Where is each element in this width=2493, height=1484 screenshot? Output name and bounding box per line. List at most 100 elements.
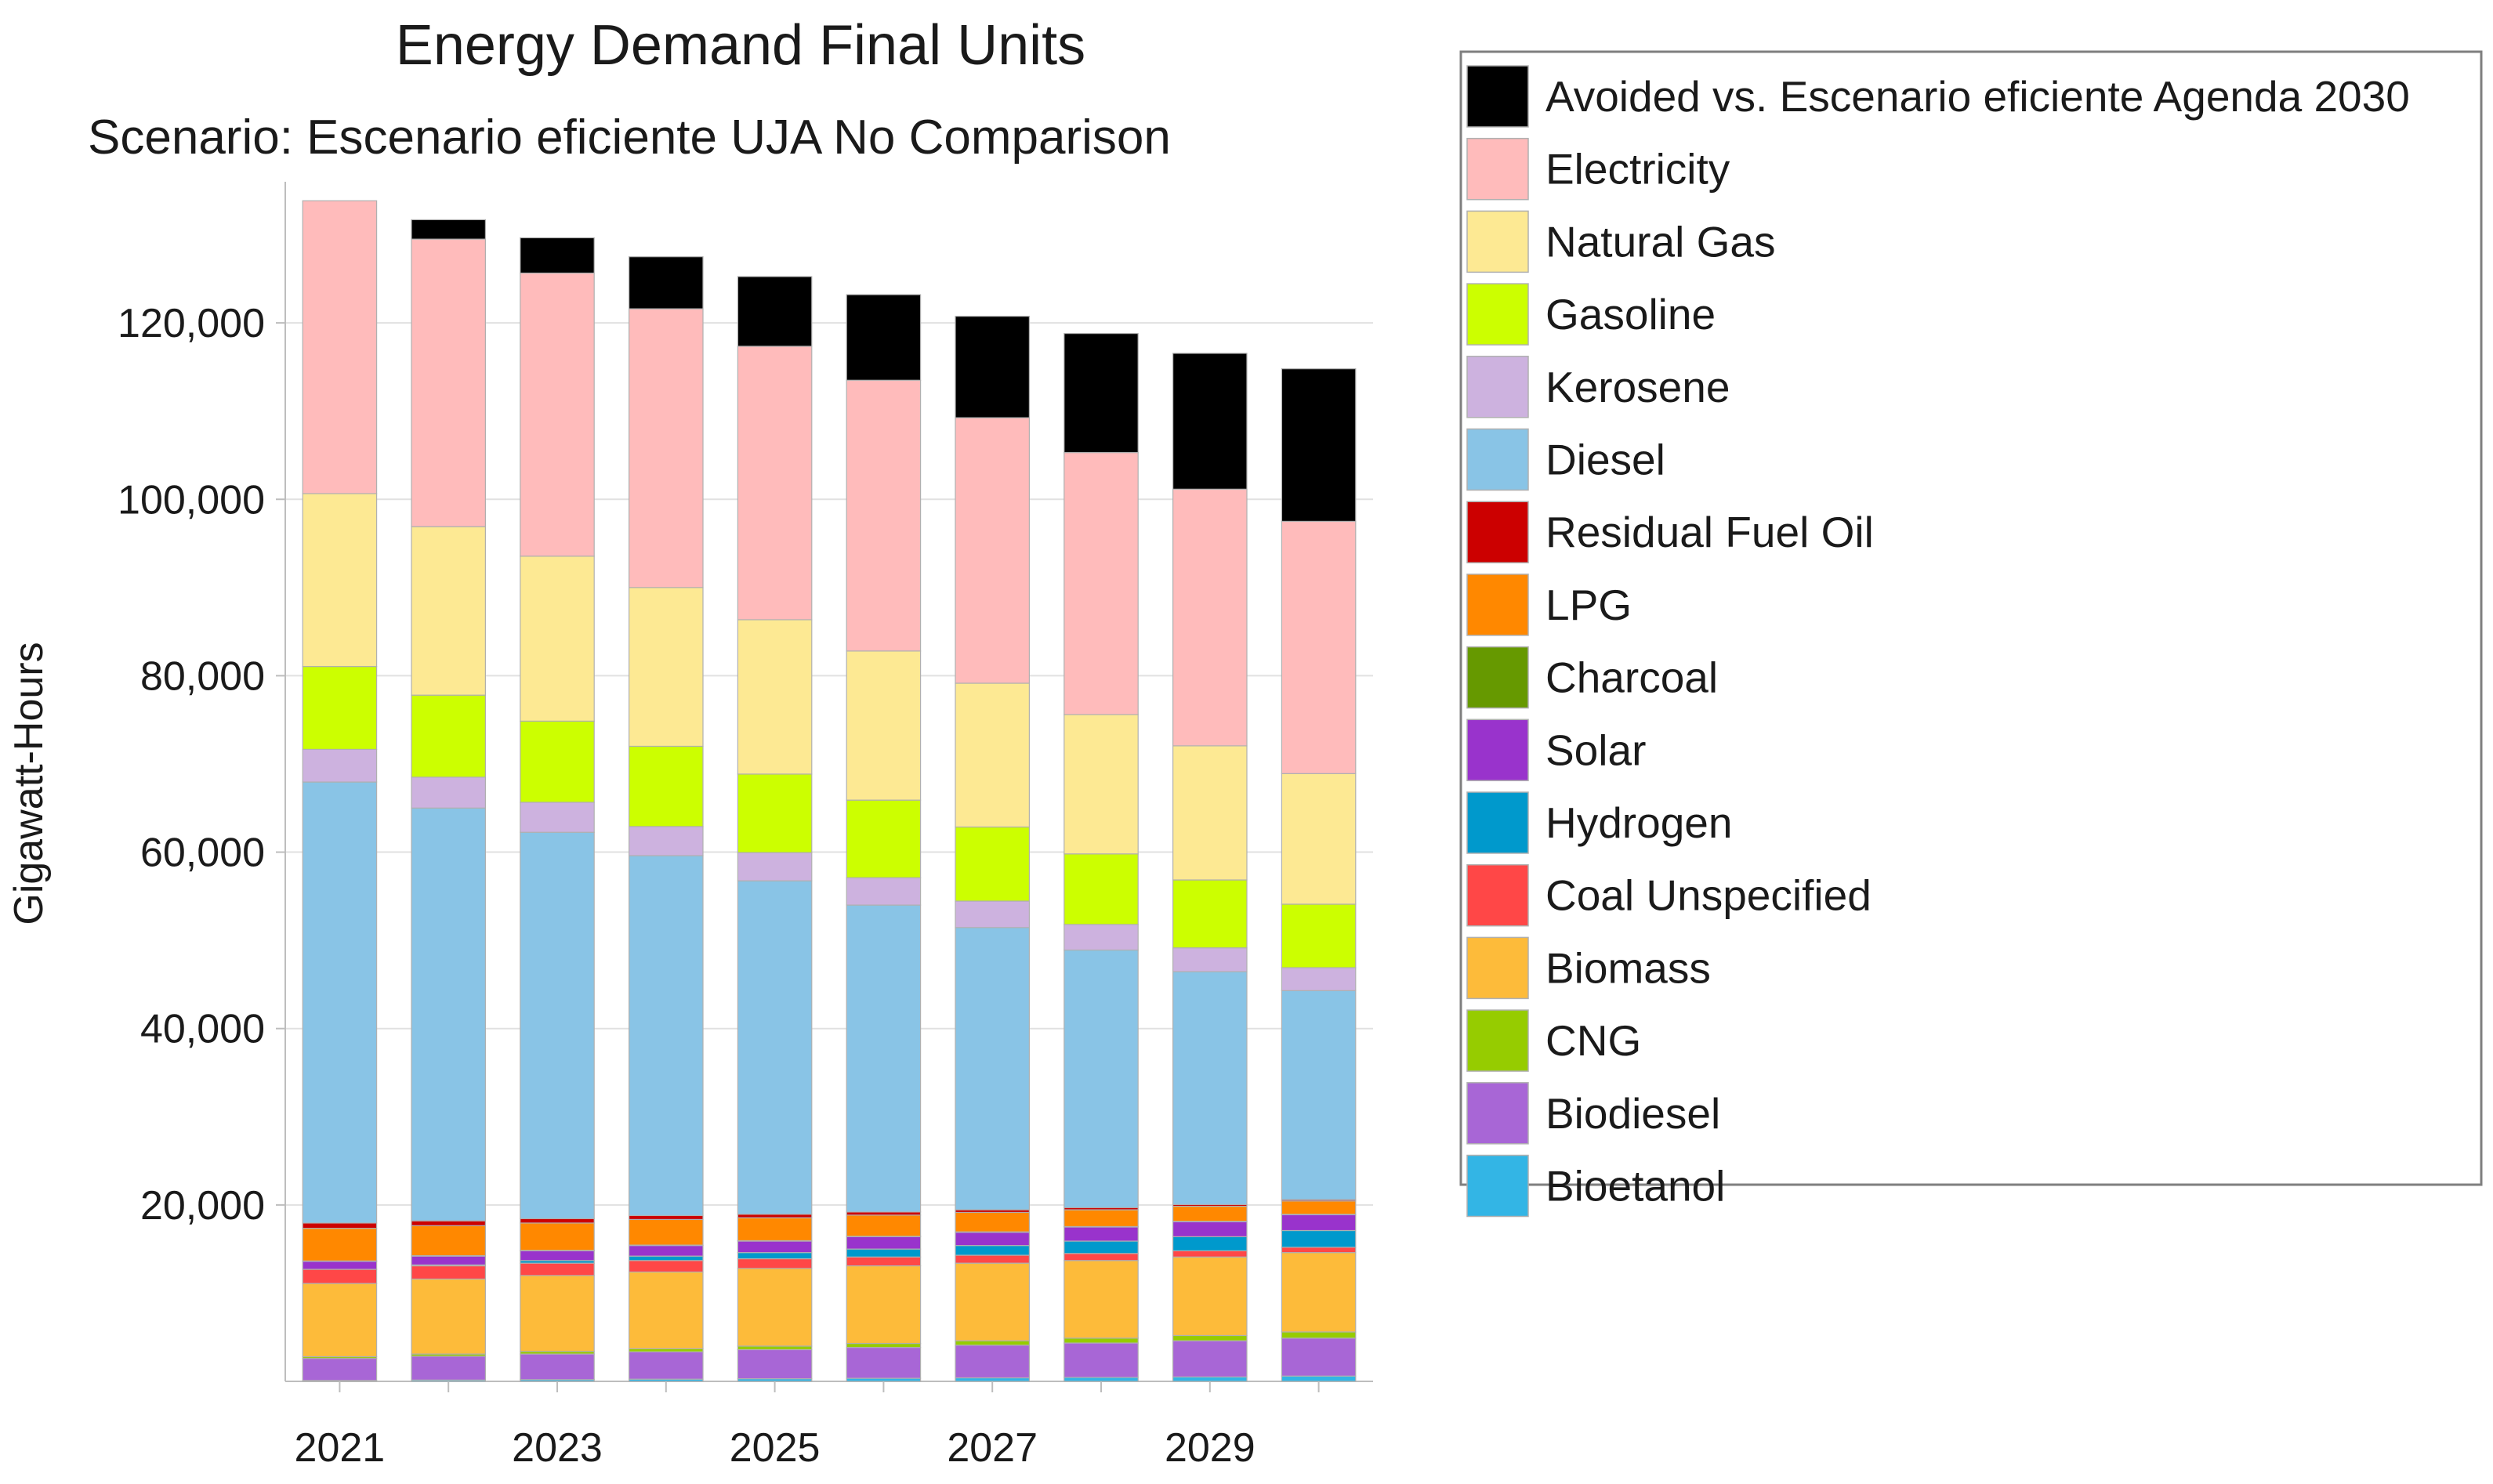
bar-segment-biodiesel-2026 [846,1347,922,1379]
legend-box [1459,50,2483,1186]
bar-segment-biomass-2021 [302,1283,378,1358]
bar-segment-diesel-2026 [846,904,922,1213]
bar-segment-cng-2026 [846,1342,922,1348]
legend-label: Bioetanol [1545,1162,1725,1211]
bar-segment-lpg-2026 [846,1214,922,1237]
bar-segment-biodiesel-2027 [955,1345,1030,1379]
bars [302,200,1357,1382]
legend-label: Natural Gas [1545,217,1775,266]
bar-segment-solar-2024 [629,1245,704,1257]
legend-label: Biomass [1545,943,1711,992]
y-tick-label: 40,000 [140,1007,265,1052]
bar-segment-electricity-2022 [411,238,486,527]
bar-segment-avoided-vs-escenario-eficiente-agenda-2030-2030 [1281,368,1357,523]
bar-segment-kerosene-2026 [846,877,922,906]
bar-segment-diesel-2025 [737,880,813,1215]
bar-segment-natural-gas-2021 [302,493,378,668]
bar-segment-electricity-2026 [846,379,922,652]
legend-swatch [1466,791,1529,854]
bar-segment-natural-gas-2030 [1281,773,1357,905]
bar-segment-hydrogen-2028 [1064,1240,1139,1254]
bar-segment-coal-unspecified-2022 [411,1265,486,1280]
bar-segment-natural-gas-2027 [955,682,1030,828]
bar-segment-kerosene-2027 [955,900,1030,928]
legend-label: Charcoal [1545,653,1718,702]
bar-segment-solar-2030 [1281,1214,1357,1232]
bar-segment-diesel-2022 [411,807,486,1222]
legend-label: Electricity [1545,145,1730,194]
legend-label: Hydrogen [1545,798,1732,847]
bar-segment-avoided-vs-escenario-eficiente-agenda-2030-2024 [629,256,704,309]
bar-segment-bioetanol-2029 [1172,1376,1248,1382]
legend-label: Biodiesel [1545,1089,1720,1138]
bar-segment-bioetanol-2030 [1281,1375,1357,1382]
legend-swatch [1466,863,1529,927]
bar-segment-lpg-2022 [411,1225,486,1257]
bar-segment-kerosene-2023 [520,802,595,833]
chart-title: Energy Demand Final Units [396,14,1085,77]
bar-segment-hydrogen-2030 [1281,1229,1357,1248]
bar-segment-hydrogen-2026 [846,1248,922,1258]
y-axis-label: Gigawatt-Hours [6,642,52,925]
legend-label: CNG [1545,1016,1641,1065]
bar-segment-coal-unspecified-2023 [520,1262,595,1276]
bar-segment-gasoline-2027 [955,826,1030,902]
bar-segment-biomass-2023 [520,1275,595,1352]
bar-segment-residual-fuel-oil-2024 [629,1214,704,1221]
bar-segment-solar-2029 [1172,1221,1248,1237]
bar-segment-coal-unspecified-2026 [846,1256,922,1267]
bar-segment-lpg-2023 [520,1222,595,1251]
bar-segment-avoided-vs-escenario-eficiente-agenda-2030-2028 [1064,333,1139,454]
bar-segment-lpg-2021 [302,1228,378,1261]
bar-segment-gasoline-2028 [1064,853,1139,925]
bar-segment-kerosene-2021 [302,748,378,783]
bar-segment-lpg-2027 [955,1211,1030,1232]
bar-segment-biomass-2027 [955,1262,1030,1341]
bar-segment-biodiesel-2022 [411,1356,486,1381]
x-tick-labels: 2021 2023 2025 2027 2029 [295,1381,1320,1471]
bar-segment-natural-gas-2025 [737,619,813,775]
bar-segment-solar-2025 [737,1240,813,1254]
bar-segment-lpg-2025 [737,1217,813,1242]
bar-segment-biomass-2028 [1064,1260,1139,1339]
legend-swatch [1466,1009,1529,1072]
bar-segment-avoided-vs-escenario-eficiente-agenda-2030-2023 [520,237,595,274]
legend-swatch [1466,356,1529,418]
bar-segment-electricity-2023 [520,272,595,557]
legend-swatch [1466,501,1529,563]
bar-segment-solar-2022 [411,1255,486,1266]
bar-segment-electricity-2027 [955,417,1030,684]
bar-segment-lpg-2030 [1281,1200,1357,1215]
bar-segment-kerosene-2024 [629,826,704,856]
bar-segment-biomass-2025 [737,1268,813,1347]
bar-segment-natural-gas-2023 [520,556,595,722]
bar-segment-biomass-2030 [1281,1252,1357,1333]
bar-segment-residual-fuel-oil-2022 [411,1220,486,1226]
bar-segment-avoided-vs-escenario-eficiente-agenda-2030-2022 [411,219,486,240]
bar-segment-hydrogen-2024 [629,1255,704,1261]
bar-segment-solar-2021 [302,1261,378,1270]
y-tick-label: 80,000 [140,653,265,699]
bar-segment-kerosene-2028 [1064,924,1139,951]
y-tick-label: 20,000 [140,1183,265,1229]
bar-segment-lpg-2024 [629,1218,704,1246]
legend-swatch [1466,137,1529,201]
bar-segment-coal-unspecified-2029 [1172,1250,1248,1258]
bar-segment-gasoline-2025 [737,773,813,853]
bar-segment-coal-unspecified-2024 [629,1260,704,1273]
bar-segment-electricity-2028 [1064,452,1139,715]
bar-segment-biomass-2026 [846,1265,922,1345]
bar-segment-natural-gas-2024 [629,587,704,747]
bar-segment-diesel-2024 [629,855,704,1216]
bar-segment-residual-fuel-oil-2025 [737,1214,813,1218]
bar-segment-electricity-2025 [737,346,813,621]
legend-label: LPG [1545,581,1632,629]
bar-segment-kerosene-2022 [411,776,486,809]
bar-segment-avoided-vs-escenario-eficiente-agenda-2030-2025 [737,276,813,347]
legend-swatch [1466,646,1529,709]
legend-swatch [1466,428,1529,491]
legend-swatch [1466,1154,1529,1218]
bar-segment-kerosene-2025 [737,852,813,881]
bar-segment-biodiesel-2021 [302,1358,378,1381]
y-tick-label: 60,000 [140,831,265,876]
